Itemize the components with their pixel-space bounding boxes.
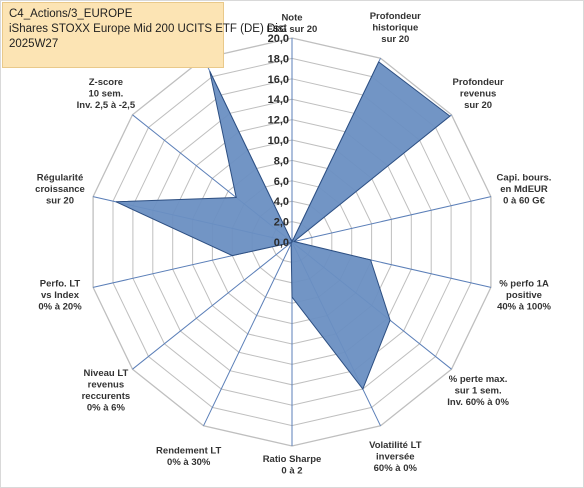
tick-label: 16,0 bbox=[268, 74, 289, 86]
axis-label: Perfo. LT vs Index 0% à 20% bbox=[38, 279, 82, 313]
tick-label: 18,0 bbox=[268, 53, 289, 65]
title-line-3: 2025W27 bbox=[9, 38, 59, 50]
axis-label: Volatilité LT inversée 60% à 0% bbox=[369, 440, 422, 474]
tick-label: 0,0 bbox=[274, 237, 289, 249]
axis-label: Capi. bours. en MdEUR 0 à 60 G€ bbox=[497, 173, 552, 207]
tick-label: 2,0 bbox=[274, 217, 289, 229]
tick-label: 12,0 bbox=[268, 115, 289, 127]
chart-title-box: C4_Actions/3_EUROPE iShares STOXX Europe… bbox=[2, 2, 287, 68]
axis-label: Régularité croissance sur 20 bbox=[35, 173, 85, 207]
title-line-1: C4_Actions/3_EUROPE bbox=[9, 8, 133, 20]
axis-label: Profondeur revenus sur 20 bbox=[452, 77, 503, 111]
axis-label: Note ESG sur 20 bbox=[267, 13, 318, 36]
axis-spoke bbox=[291, 196, 492, 243]
tick-label: 20,0 bbox=[268, 33, 289, 45]
axis-label: % perte max. sur 1 sem. Inv. 60% à 0% bbox=[447, 374, 509, 408]
tick-label: 6,0 bbox=[274, 176, 289, 188]
axis-spoke bbox=[203, 241, 293, 427]
title-line-2: iShares STOXX Europe Mid 200 UCITS ETF (… bbox=[9, 23, 287, 35]
axis-label: Z-score 10 sem. Inv. 2,5 à -2,5 bbox=[77, 77, 136, 111]
tick-label: 4,0 bbox=[274, 196, 289, 208]
axis-label: Rendement LT 0% à 30% bbox=[156, 446, 221, 469]
tick-label: 14,0 bbox=[268, 94, 289, 106]
axis-label: Profondeur historique sur 20 bbox=[370, 11, 421, 45]
axis-label: Ratio Sharpe 0 à 2 bbox=[263, 454, 322, 477]
axis-label: % perfo 1A positive 40% à 100% bbox=[497, 279, 551, 313]
series-area bbox=[115, 61, 451, 391]
axis-label: Niveau LT revenus reccurents 0% à 6% bbox=[82, 368, 131, 414]
tick-label: 8,0 bbox=[274, 155, 289, 167]
tick-label: 10,0 bbox=[268, 135, 289, 147]
axis-spoke bbox=[132, 241, 293, 370]
